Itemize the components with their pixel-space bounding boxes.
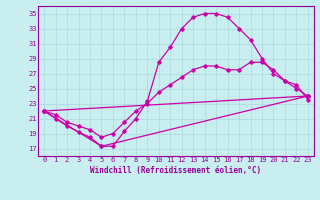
X-axis label: Windchill (Refroidissement éolien,°C): Windchill (Refroidissement éolien,°C) xyxy=(91,166,261,175)
